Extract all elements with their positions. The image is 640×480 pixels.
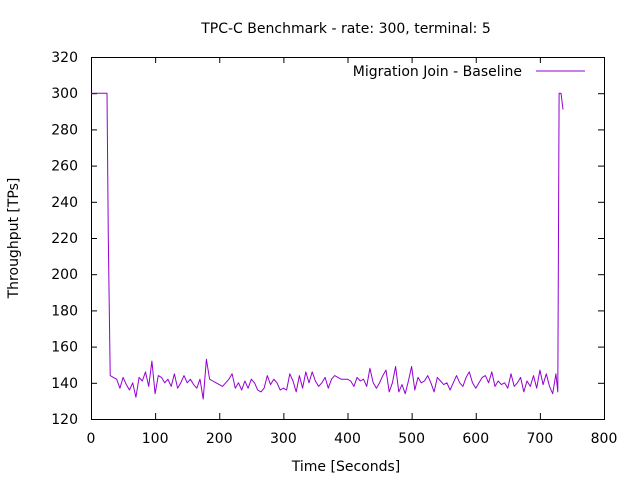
- y-tick-label: 260: [51, 159, 78, 175]
- x-tick-label: 800: [591, 431, 618, 447]
- x-tick-label: 100: [142, 431, 169, 447]
- x-tick-label: 600: [462, 431, 489, 447]
- x-tick-label: 700: [527, 431, 554, 447]
- y-axis-title: Throughput [TPs]: [6, 178, 22, 300]
- x-axis-title: Time [Seconds]: [291, 459, 400, 475]
- y-tick-label: 240: [51, 195, 78, 211]
- x-tick-label: 0: [87, 431, 96, 447]
- x-tick-label: 300: [270, 431, 297, 447]
- legend: Migration Join - Baseline: [353, 64, 585, 80]
- y-tick-label: 300: [51, 86, 78, 102]
- x-tick-label: 400: [334, 431, 361, 447]
- chart-title: TPC-C Benchmark - rate: 300, terminal: 5: [200, 21, 491, 37]
- x-tick-label: 500: [398, 431, 425, 447]
- axis-ticks: 0 100 200 300 400 500 600 700 800 120 140 160 180 200…: [51, 50, 617, 447]
- legend-label: Migration Join - Baseline: [353, 64, 522, 80]
- x-tick-label: 200: [206, 431, 233, 447]
- y-tick-label: 120: [51, 412, 78, 428]
- y-tick-label: 160: [51, 340, 78, 356]
- y-tick-label: 200: [51, 267, 78, 283]
- y-tick-label: 220: [51, 231, 78, 247]
- plot-frame: [91, 57, 605, 420]
- y-tick-label: 280: [51, 122, 78, 138]
- series-layer: [91, 92, 564, 400]
- y-tick-label: 320: [51, 50, 78, 66]
- series-line-0: [91, 92, 564, 400]
- y-tick-label: 180: [51, 303, 78, 319]
- y-tick-label: 140: [51, 376, 78, 392]
